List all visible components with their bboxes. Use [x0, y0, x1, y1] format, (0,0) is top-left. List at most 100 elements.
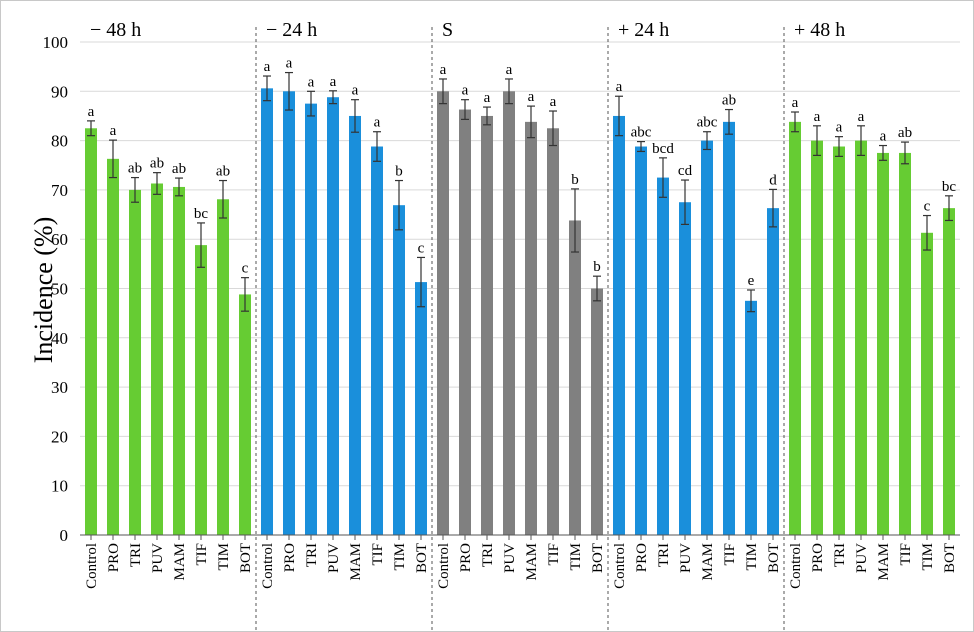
x-tick-label: TRI — [128, 543, 144, 567]
bar — [173, 186, 185, 535]
x-axis: Control PRO TRI PUV MAM TIF TIM BOT Control PRO TR… — [80, 534, 960, 589]
significance-letter: a — [506, 62, 513, 78]
bar — [393, 205, 405, 536]
x-tick-label: PRO — [106, 543, 122, 572]
significance-letter: a — [308, 74, 315, 90]
x-tick-label: MAM — [700, 543, 716, 581]
bar — [767, 208, 779, 536]
significance-letter: a — [484, 90, 491, 106]
bar — [723, 121, 735, 535]
group-label: − 24 h — [266, 19, 317, 41]
bar — [371, 146, 383, 536]
time-groups: − 48 h − 24 h S + 24 h + 48 h — [90, 19, 845, 630]
significance-letter: a — [880, 129, 887, 145]
x-tick-label: MAM — [524, 543, 540, 581]
significance-letter: cd — [678, 163, 693, 179]
bar — [481, 115, 493, 535]
significance-letter: a — [440, 62, 447, 78]
significance-letter: a — [550, 94, 557, 110]
x-tick-label: TRI — [832, 543, 848, 567]
bar — [679, 202, 691, 535]
bar — [503, 91, 515, 536]
significance-letter: b — [593, 259, 601, 275]
bar — [613, 115, 625, 535]
significance-letter: d — [769, 172, 777, 188]
significance-letter: bcd — [652, 141, 674, 157]
bar — [85, 128, 97, 535]
x-tick-label: PUV — [150, 543, 166, 573]
bar — [811, 140, 823, 535]
y-tick-label: 80 — [51, 132, 68, 151]
bar — [283, 91, 295, 536]
y-tick-label: 60 — [51, 230, 68, 249]
x-tick-label: Control — [612, 543, 628, 589]
bar — [635, 146, 647, 536]
significance-letter: a — [792, 95, 799, 111]
y-tick-label: 10 — [51, 477, 68, 496]
y-tick-label: 30 — [51, 378, 68, 397]
x-tick-label: BOT — [414, 543, 430, 573]
bar — [459, 109, 471, 535]
significance-letter: ab — [722, 93, 736, 109]
x-tick-label: BOT — [590, 543, 606, 573]
bar — [129, 189, 141, 535]
x-tick-label: PRO — [634, 543, 650, 572]
x-tick-label: PRO — [282, 543, 298, 572]
bar — [657, 177, 669, 535]
x-tick-label: BOT — [238, 543, 254, 573]
bar — [327, 97, 339, 535]
x-tick-label: PUV — [326, 543, 342, 573]
significance-letter: a — [88, 104, 95, 120]
x-tick-label: TRI — [656, 543, 672, 567]
significance-letter: c — [924, 199, 931, 215]
x-tick-label: Control — [84, 543, 100, 589]
x-tick-label: MAM — [348, 543, 364, 581]
gridlines — [80, 41, 960, 487]
x-tick-label: TIM — [744, 543, 760, 571]
y-tick-label: 20 — [51, 427, 68, 446]
bar — [745, 300, 757, 535]
significance-letter: e — [748, 273, 755, 289]
significance-letter: a — [286, 56, 293, 72]
bar — [151, 183, 163, 535]
x-tick-label: TIF — [546, 543, 562, 566]
significance-letter: a — [264, 59, 271, 75]
bar — [789, 121, 801, 535]
y-tick-label: 100 — [43, 33, 69, 52]
significance-letter: bc — [942, 179, 957, 195]
x-tick-label: MAM — [876, 543, 892, 581]
bar — [921, 232, 933, 535]
significance-letter: abc — [697, 115, 718, 131]
group-label: + 48 h — [794, 19, 845, 41]
significance-letter: a — [330, 74, 337, 90]
significance-letter: a — [836, 120, 843, 136]
significance-letter: abc — [631, 125, 652, 141]
significance-letter: a — [528, 89, 535, 105]
significance-letter: a — [462, 83, 469, 99]
x-tick-label: TIF — [194, 543, 210, 566]
bar — [701, 140, 713, 535]
significance-letter: ab — [150, 156, 164, 172]
x-tick-label: TIM — [568, 543, 584, 571]
bar — [899, 152, 911, 536]
significance-letter: c — [418, 240, 425, 256]
significance-letter: b — [571, 172, 579, 188]
x-tick-label: PUV — [502, 543, 518, 573]
x-tick-label: TRI — [480, 543, 496, 567]
significance-letter: a — [814, 109, 821, 125]
x-tick-label: Control — [436, 543, 452, 589]
x-tick-label: MAM — [172, 543, 188, 581]
y-tick-label: 40 — [51, 329, 68, 348]
bar — [305, 103, 317, 535]
significance-letter: a — [352, 83, 359, 99]
x-tick-label: Control — [260, 543, 276, 589]
x-tick-label: TIF — [898, 543, 914, 566]
significance-letter: ab — [128, 161, 142, 177]
bar — [547, 128, 559, 535]
y-axis: 0 10 20 30 40 50 60 70 80 90 100 — [43, 33, 69, 545]
bar — [569, 220, 581, 535]
group-label: S — [442, 19, 453, 41]
significance-letter: a — [616, 79, 623, 95]
bar — [525, 121, 537, 535]
